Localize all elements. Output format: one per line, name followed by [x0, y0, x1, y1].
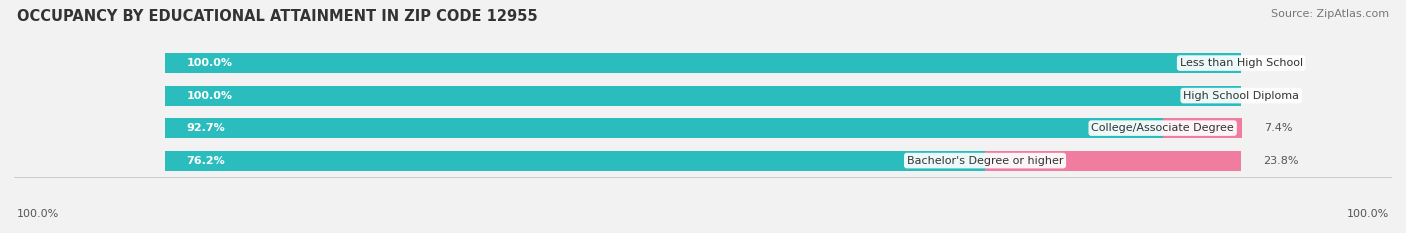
Text: College/Associate Degree: College/Associate Degree [1091, 123, 1234, 133]
Text: 0.0%: 0.0% [1263, 91, 1291, 101]
Bar [165, 53, 1241, 73]
Text: Source: ZipAtlas.com: Source: ZipAtlas.com [1271, 9, 1389, 19]
Bar [165, 151, 1241, 171]
Text: 7.4%: 7.4% [1264, 123, 1292, 133]
Text: 100.0%: 100.0% [17, 209, 59, 219]
Bar [1163, 118, 1243, 138]
Text: 100.0%: 100.0% [186, 58, 232, 68]
Bar [165, 151, 986, 171]
Text: High School Diploma: High School Diploma [1184, 91, 1299, 101]
Text: 23.8%: 23.8% [1263, 156, 1298, 166]
Text: 76.2%: 76.2% [186, 156, 225, 166]
Bar [165, 53, 1241, 73]
Text: Less than High School: Less than High School [1180, 58, 1303, 68]
Text: 0.0%: 0.0% [1263, 58, 1291, 68]
Bar [986, 151, 1241, 171]
Text: 92.7%: 92.7% [186, 123, 225, 133]
Bar [165, 86, 1241, 106]
Text: Bachelor's Degree or higher: Bachelor's Degree or higher [907, 156, 1063, 166]
Bar [165, 118, 1163, 138]
Bar [165, 86, 1241, 106]
Text: 100.0%: 100.0% [186, 91, 232, 101]
Bar [165, 118, 1241, 138]
Text: 100.0%: 100.0% [1347, 209, 1389, 219]
Text: OCCUPANCY BY EDUCATIONAL ATTAINMENT IN ZIP CODE 12955: OCCUPANCY BY EDUCATIONAL ATTAINMENT IN Z… [17, 9, 537, 24]
